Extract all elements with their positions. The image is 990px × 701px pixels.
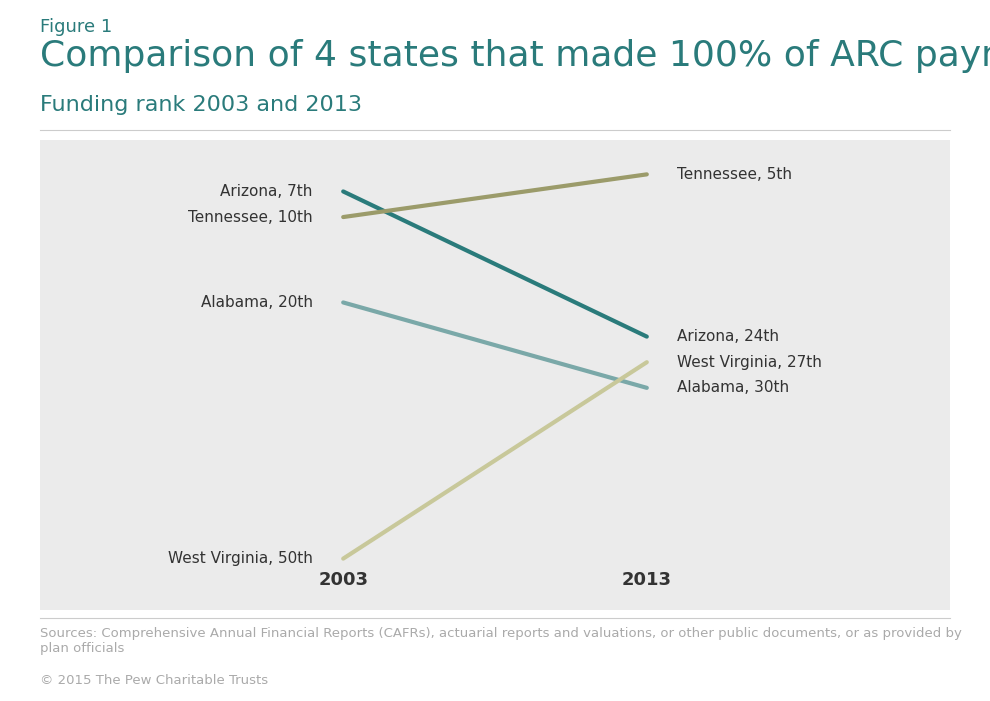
Text: Alabama, 20th: Alabama, 20th [201, 295, 313, 310]
Text: West Virginia, 27th: West Virginia, 27th [677, 355, 822, 369]
Text: © 2015 The Pew Charitable Trusts: © 2015 The Pew Charitable Trusts [40, 674, 267, 688]
Text: Arizona, 7th: Arizona, 7th [221, 184, 313, 199]
Text: Figure 1: Figure 1 [40, 18, 112, 36]
Text: Sources: Comprehensive Annual Financial Reports (CAFRs), actuarial reports and v: Sources: Comprehensive Annual Financial … [40, 627, 961, 655]
Text: Alabama, 30th: Alabama, 30th [677, 381, 789, 395]
Text: Arizona, 24th: Arizona, 24th [677, 329, 779, 344]
Text: 2003: 2003 [318, 571, 368, 589]
Text: West Virginia, 50th: West Virginia, 50th [168, 551, 313, 566]
Text: Comparison of 4 states that made 100% of ARC payments: Comparison of 4 states that made 100% of… [40, 39, 990, 73]
Text: Tennessee, 10th: Tennessee, 10th [188, 210, 313, 224]
Text: Funding rank 2003 and 2013: Funding rank 2003 and 2013 [40, 95, 361, 115]
Text: Tennessee, 5th: Tennessee, 5th [677, 167, 792, 182]
Text: 2013: 2013 [622, 571, 672, 589]
